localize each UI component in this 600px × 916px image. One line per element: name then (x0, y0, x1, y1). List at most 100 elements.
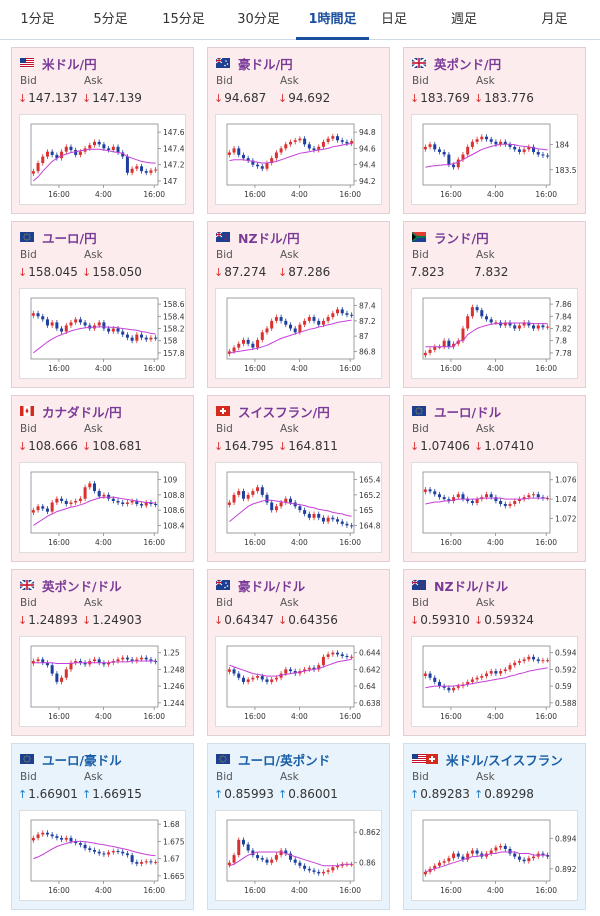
y-tick-label: 183.5 (555, 166, 577, 175)
chart-box[interactable]: 0.862 0.86 16:00 4:00 16:00 (215, 810, 382, 901)
chart-box[interactable]: 0.894 0.892 16:00 4:00 16:00 (411, 810, 578, 901)
candle-body (470, 141, 474, 147)
chart-box[interactable]: 87.4 87.2 87 86.8 16:00 4:00 16:00 (215, 288, 382, 379)
rate-card[interactable]: NZドル/円 Bid Ask ↓87.274 ↓87.286 87.4 87.2 87 86.8… (207, 221, 390, 388)
candle-body (541, 325, 545, 328)
price-chart: 0.644 0.642 0.64 0.638 16:00 4:00 16:00 (226, 645, 381, 721)
candle-body (433, 491, 437, 495)
ask-value-text: 0.89298 (484, 787, 534, 801)
pair-title[interactable]: スイスフラン/円 (216, 402, 330, 420)
chart-box[interactable]: 158.6 158.4 158.2 158 157.8 16:00 4:00 16:00 (19, 288, 186, 379)
ask-value: ↓1.07410 (474, 439, 534, 453)
pair-title[interactable]: 米ドル/スイスフラン (412, 750, 563, 768)
candle-body (55, 154, 59, 159)
chart-box[interactable]: 147.6 147.4 147.2 147 16:00 4:00 16:00 (19, 114, 186, 205)
rate-card[interactable]: 豪ドル/ドル Bid Ask ↓0.64347 ↓0.64356 0.644 0.642 0.… (207, 569, 390, 736)
rate-card[interactable]: ランド/円 Bid Ask 7.823 7.832 7.86 7.84 7.82 7.8 7.78… (403, 221, 586, 388)
rate-card[interactable]: ユーロ/豪ドル Bid Ask ↑1.66901 ↑1.66915 1.68 1.675 1.… (11, 743, 194, 910)
candle-body (532, 856, 536, 859)
chart-box[interactable]: 165.4 165.2 165 164.8 16:00 4:00 16:00 (215, 462, 382, 553)
candle-body (456, 686, 460, 688)
tab-5[interactable]: 1時間足 (296, 0, 369, 40)
x-tick-label: 16:00 (339, 712, 361, 721)
rate-card[interactable]: ユーロ/円 Bid Ask ↓158.045 ↓158.050 158.6 158.4 158… (11, 221, 194, 388)
pair-title[interactable]: NZドル/ドル (412, 576, 508, 594)
candle-body (154, 169, 158, 171)
rate-card[interactable]: ユーロ/ドル Bid Ask ↓1.07406 ↓1.07410 1.076 1.074 1.… (403, 395, 586, 562)
y-tick-label: 1.246 (163, 682, 185, 691)
y-tick-label: 0.892 (555, 865, 577, 874)
ask-value-text: 0.59324 (484, 613, 534, 627)
rate-card[interactable]: カナダドル/円 Bid Ask ↓108.666 ↓108.681 109 108.8 108… (11, 395, 194, 562)
candle-body (64, 500, 68, 505)
rate-card[interactable]: 豪ドル/円 Bid Ask ↓94.687 ↓94.692 94.8 94.6 94.4 94.… (207, 47, 390, 214)
y-tick-label: 1.675 (163, 837, 185, 846)
tab-7[interactable]: 週足 (450, 12, 477, 27)
pair-title[interactable]: 豪ドル/円 (216, 54, 293, 72)
candle-body (83, 844, 87, 849)
pair-title[interactable]: ユーロ/ドル (412, 402, 501, 420)
candle-body (284, 144, 288, 149)
candle-body (312, 317, 316, 321)
chart-box[interactable]: 1.68 1.675 1.67 1.665 16:00 4:00 16:00 (19, 810, 186, 901)
candle-body (107, 148, 111, 151)
arrow-down-icon: ↓ (214, 440, 224, 453)
ask-value-text: 1.24903 (92, 613, 142, 627)
chart-box[interactable]: 109 108.8 108.6 108.4 16:00 4:00 16:00 (19, 462, 186, 553)
plot-area (422, 297, 551, 360)
candle-body (251, 677, 255, 680)
pair-title[interactable]: 米ドル/円 (20, 54, 97, 72)
pair-title[interactable]: 豪ドル/ドル (216, 576, 305, 594)
rate-card[interactable]: 米ドル/円 Bid Ask ↓147.137 ↓147.139 147.6 147.4 147… (11, 47, 194, 214)
bid-label: Bid (412, 75, 429, 87)
pair-title[interactable]: カナダドル/円 (20, 402, 122, 420)
pair-title[interactable]: 英ポンド/ドル (20, 576, 122, 594)
chart-box[interactable]: 0.594 0.592 0.59 0.588 16:00 4:00 16:00 (411, 636, 578, 727)
rate-card[interactable]: 米ドル/スイスフラン Bid Ask ↑0.89283 ↑0.89298 0.894 0.8… (403, 743, 586, 910)
bid-value-text: 164.795 (224, 439, 274, 453)
candle-body (270, 320, 274, 329)
tab-8[interactable]: 月足 (541, 12, 568, 27)
candle-body (50, 665, 54, 674)
candle-body (232, 855, 236, 863)
candle-body (83, 662, 87, 665)
rate-card[interactable]: 英ポンド/円 Bid Ask ↓183.769 ↓183.776 184 183.5 16:0… (403, 47, 586, 214)
chart-box[interactable]: 184 183.5 16:00 4:00 16:00 (411, 114, 578, 205)
candle-body (307, 317, 311, 321)
arrow-up-icon: ↑ (278, 788, 288, 801)
tab-1[interactable]: 1分足 (20, 12, 55, 27)
rate-card[interactable]: スイスフラン/円 Bid Ask ↓164.795 ↓164.811 165.4 165.2… (207, 395, 390, 562)
candle-body (340, 309, 344, 314)
chart-box[interactable]: 7.86 7.84 7.82 7.8 7.78 16:00 4:00 16:00 (411, 288, 578, 379)
rate-card[interactable]: 英ポンド/ドル Bid Ask ↓1.24893 ↓1.24903 1.25 1.248 1.… (11, 569, 194, 736)
pair-title[interactable]: ユーロ/円 (20, 228, 97, 246)
ask-label: Ask (84, 75, 103, 87)
candle-body (536, 151, 540, 155)
x-tick-label: 16:00 (48, 190, 70, 199)
rate-card[interactable]: ユーロ/英ポンド Bid Ask ↑0.85993 ↑0.86001 0.862 0.86 1… (207, 743, 390, 910)
chart-box[interactable]: 94.8 94.6 94.4 94.2 16:00 4:00 16:00 (215, 114, 382, 205)
chart-box[interactable]: 1.076 1.074 1.072 16:00 4:00 16:00 (411, 462, 578, 553)
arrow-down-icon: ↓ (82, 92, 92, 105)
candle-body (423, 489, 427, 492)
chart-box[interactable]: 0.644 0.642 0.64 0.638 16:00 4:00 16:00 (215, 636, 382, 727)
candle-body (241, 491, 245, 499)
tab-4[interactable]: 30分足 (237, 12, 280, 27)
y-tick-label: 1.665 (163, 872, 185, 881)
x-tick-label: 16:00 (143, 886, 165, 895)
pair-title[interactable]: 英ポンド/円 (412, 54, 501, 72)
rate-card[interactable]: NZドル/ドル Bid Ask ↓0.59310 ↓0.59324 0.594 0.592 0… (403, 569, 586, 736)
y-tick-label: 7.86 (555, 300, 572, 309)
price-chart: 94.8 94.6 94.4 94.2 16:00 4:00 16:00 (226, 123, 376, 199)
pair-title[interactable]: NZドル/円 (216, 228, 300, 246)
tab-6[interactable]: 日足 (380, 12, 407, 27)
candle-body (336, 652, 340, 655)
y-tick-label: 147 (163, 177, 178, 186)
pair-title[interactable]: ランド/円 (412, 228, 489, 246)
tab-3[interactable]: 15分足 (162, 12, 205, 27)
pair-title[interactable]: ユーロ/英ポンド (216, 750, 330, 768)
tab-2[interactable]: 5分足 (93, 12, 128, 27)
arrow-up-icon: ↑ (18, 788, 28, 801)
pair-title[interactable]: ユーロ/豪ドル (20, 750, 122, 768)
chart-box[interactable]: 1.25 1.248 1.246 1.244 16:00 4:00 16:00 (19, 636, 186, 727)
